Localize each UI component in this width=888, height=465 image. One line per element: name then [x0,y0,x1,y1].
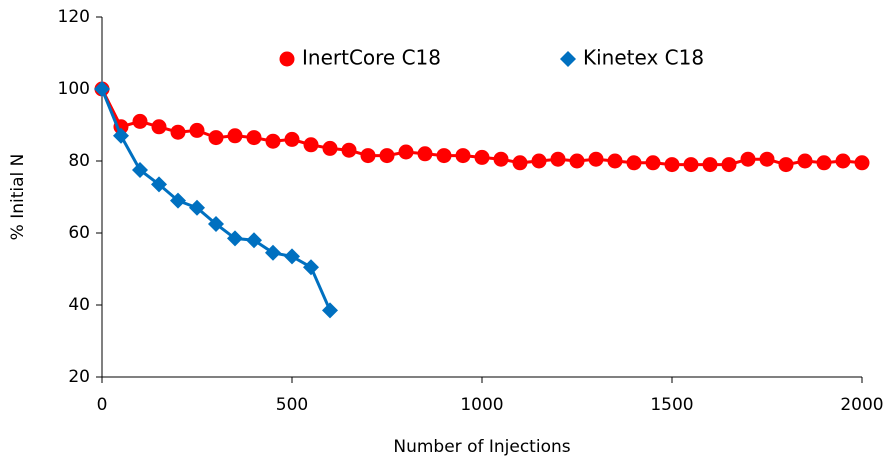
marker [398,144,414,160]
marker [607,153,623,169]
marker [436,148,452,164]
x-tick-label: 1500 [650,395,693,415]
marker [265,244,281,261]
x-axis-label: Number of Injections [393,437,570,457]
marker [189,122,205,138]
marker [702,157,718,173]
marker [550,151,566,167]
legend-label: InertCore C18 [302,46,441,70]
marker [208,216,224,232]
marker [683,157,699,173]
marker [512,155,528,171]
marker [246,130,262,146]
marker [322,302,338,319]
x-tick-label: 2000 [840,395,883,415]
marker [322,140,338,156]
legend-marker [560,51,576,67]
marker [645,155,661,171]
marker [189,199,205,216]
legend-label: Kinetex C18 [583,46,704,70]
x-tick-label: 500 [276,395,308,415]
y-tick-label: 120 [58,7,90,27]
marker [113,127,129,144]
marker [341,142,357,158]
marker [740,151,756,167]
marker [227,128,243,144]
marker [284,248,300,265]
marker [531,153,547,169]
marker [835,153,851,169]
marker [303,259,319,276]
marker [170,124,186,140]
y-tick-label: 100 [58,79,90,99]
marker [360,148,376,164]
marker [265,133,281,149]
marker [816,155,832,171]
marker [588,151,604,167]
marker [455,148,471,164]
marker [474,149,490,165]
marker [132,113,148,129]
marker [151,176,167,193]
marker [569,153,585,169]
marker [797,153,813,169]
marker [208,130,224,146]
marker [170,192,186,209]
marker [151,119,167,135]
marker [778,157,794,173]
marker [626,155,642,171]
marker [284,131,300,147]
marker [132,162,148,178]
marker [493,151,509,167]
x-tick-label: 1000 [460,395,503,415]
y-tick-label: 80 [68,151,90,171]
marker [664,157,680,173]
marker [246,232,262,249]
y-tick-label: 40 [68,295,90,315]
marker [379,148,395,164]
x-tick-label: 0 [97,395,108,415]
legend-marker [279,51,295,67]
marker [227,230,243,247]
marker [94,81,110,97]
y-tick-label: 60 [68,223,90,243]
marker [303,137,319,153]
y-tick-label: 20 [68,367,90,387]
marker [854,155,870,171]
marker [759,151,775,167]
marker [721,157,737,173]
y-axis-label: % Initial N [8,154,28,241]
marker [417,146,433,162]
